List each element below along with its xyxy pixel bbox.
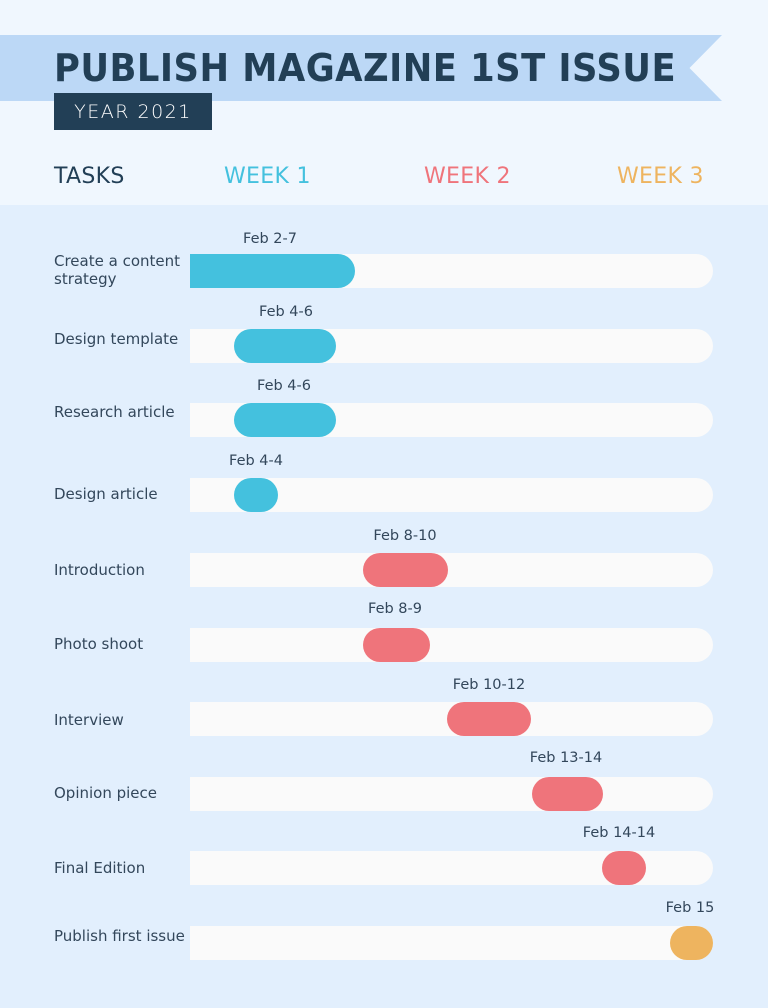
date-label: Feb 4-6 [259,304,313,320]
task-label: Design article [54,485,158,503]
page-title: PUBLISH MAGAZINE 1ST ISSUE [54,46,677,90]
date-label: Feb 4-6 [257,378,311,394]
task-track [190,628,713,662]
year-badge: YEAR 2021 [54,93,212,130]
task-track [190,777,713,811]
task-bar-week1[interactable] [234,329,336,363]
task-label: Final Edition [54,859,146,877]
task-bar-week2[interactable] [602,851,646,885]
task-label: Photo shoot [54,635,144,653]
task-bar-week1[interactable] [234,403,336,437]
task-bar-week3[interactable] [670,926,713,960]
date-label: Feb 4-4 [229,453,283,469]
column-header-week2: WEEK 2 [424,164,511,189]
date-label: Feb 13-14 [529,750,603,766]
task-track [190,553,713,587]
title-ribbon [0,35,722,101]
date-label: Feb 10-12 [452,677,526,693]
task-label: Opinion piece [54,784,158,802]
date-label: Feb 14-14 [582,825,656,841]
task-bar-week2[interactable] [447,702,531,736]
task-label: Create a content strategy [54,252,180,288]
date-label: Feb 8-9 [368,601,422,617]
task-bar-week1[interactable] [190,254,355,288]
column-header-tasks: TASKS [54,164,125,189]
date-label: Feb 8-10 [373,528,437,544]
task-label: Introduction [54,561,145,579]
task-track [190,926,713,960]
task-label: Design template [54,330,179,348]
date-label: Feb 15 [665,900,715,916]
task-bar-week2[interactable] [532,777,603,811]
date-label: Feb 2-7 [243,231,297,247]
task-label: Publish first issue [54,927,185,945]
task-bar-week1[interactable] [234,478,278,512]
column-header-week3: WEEK 3 [617,164,704,189]
task-label: Research article [54,403,175,421]
task-bar-week2[interactable] [363,628,430,662]
column-header-week1: WEEK 1 [224,164,311,189]
task-bar-week2[interactable] [363,553,448,587]
task-label: Interview [54,711,124,729]
